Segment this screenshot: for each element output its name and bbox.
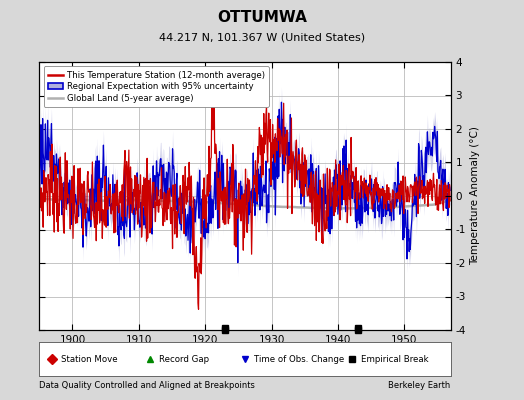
Text: Time of Obs. Change: Time of Obs. Change xyxy=(254,354,344,364)
Text: OTTUMWA: OTTUMWA xyxy=(217,10,307,26)
Text: Record Gap: Record Gap xyxy=(159,354,210,364)
Text: Data Quality Controlled and Aligned at Breakpoints: Data Quality Controlled and Aligned at B… xyxy=(39,381,255,390)
Text: Empirical Break: Empirical Break xyxy=(361,354,429,364)
Text: Berkeley Earth: Berkeley Earth xyxy=(388,381,451,390)
Text: Station Move: Station Move xyxy=(61,354,117,364)
Y-axis label: Temperature Anomaly (°C): Temperature Anomaly (°C) xyxy=(470,126,480,266)
Legend: This Temperature Station (12-month average), Regional Expectation with 95% uncer: This Temperature Station (12-month avera… xyxy=(43,66,269,107)
Text: 44.217 N, 101.367 W (United States): 44.217 N, 101.367 W (United States) xyxy=(159,33,365,43)
